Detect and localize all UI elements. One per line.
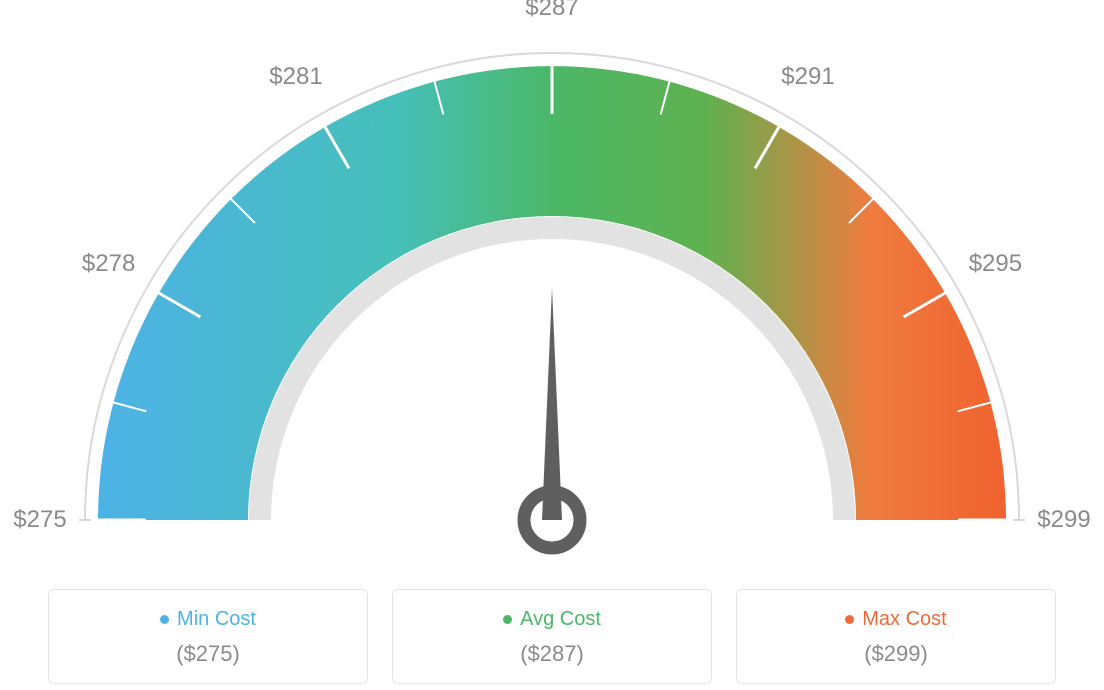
gauge-tick-label: $299 bbox=[1037, 506, 1090, 534]
gauge-tick-label: $275 bbox=[13, 506, 66, 534]
gauge-tick-label: $278 bbox=[82, 250, 135, 278]
legend-max-label: Max Cost bbox=[862, 608, 946, 631]
legend-avg-card: Avg Cost ($287) bbox=[392, 589, 712, 684]
gauge-tick-label: $281 bbox=[269, 63, 322, 91]
legend-max-value: ($299) bbox=[747, 641, 1045, 667]
legend-avg-title: Avg Cost bbox=[503, 608, 601, 631]
legend-min-value: ($275) bbox=[59, 641, 357, 667]
legend-max-dot bbox=[845, 615, 854, 624]
legend-max-title: Max Cost bbox=[845, 608, 946, 631]
legend-row: Min Cost ($275) Avg Cost ($287) Max Cost… bbox=[0, 589, 1104, 684]
legend-avg-label: Avg Cost bbox=[520, 608, 601, 631]
gauge-tick-label: $295 bbox=[969, 250, 1022, 278]
legend-max-card: Max Cost ($299) bbox=[736, 589, 1056, 684]
gauge-svg bbox=[0, 0, 1104, 560]
legend-min-label: Min Cost bbox=[177, 608, 256, 631]
legend-min-card: Min Cost ($275) bbox=[48, 589, 368, 684]
legend-min-dot bbox=[160, 615, 169, 624]
legend-min-title: Min Cost bbox=[160, 608, 256, 631]
gauge-chart: $275 $278 $281 $287 $291 $295 $299 bbox=[0, 0, 1104, 560]
legend-avg-dot bbox=[503, 615, 512, 624]
gauge-tick-label: $287 bbox=[525, 0, 578, 22]
legend-avg-value: ($287) bbox=[403, 641, 701, 667]
gauge-tick-label: $291 bbox=[781, 63, 834, 91]
